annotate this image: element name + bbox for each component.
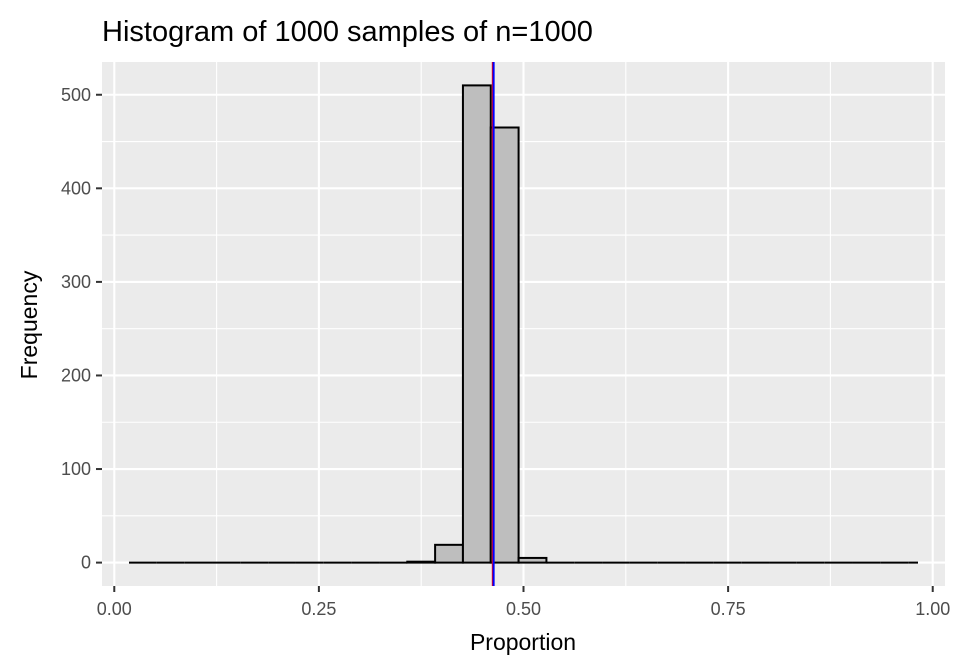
histogram-bar <box>489 126 520 564</box>
x-tick-label: 0.25 <box>301 599 336 619</box>
histogram-bars <box>129 84 918 564</box>
histogram-bar <box>517 556 548 564</box>
y-tick-label: 0 <box>81 553 91 573</box>
y-tick-label: 300 <box>61 272 91 292</box>
y-tick-label: 500 <box>61 85 91 105</box>
y-tick-label: 100 <box>61 459 91 479</box>
reference-lines <box>491 62 495 586</box>
x-tick-label: 0.00 <box>97 599 132 619</box>
y-axis-title: Frequency <box>16 270 42 379</box>
y-axis-ticks: 0 100 200 300 400 500 <box>61 85 102 573</box>
histogram-bar <box>461 84 492 564</box>
x-tick-label: 0.75 <box>711 599 746 619</box>
y-tick-label: 400 <box>61 178 91 198</box>
x-axis-ticks: 0.00 0.25 0.50 0.75 1.00 <box>97 586 950 619</box>
chart-title: Histogram of 1000 samples of n=1000 <box>102 16 593 48</box>
x-tick-label: 0.50 <box>506 599 541 619</box>
y-tick-label: 200 <box>61 365 91 385</box>
histogram-bar <box>434 543 464 564</box>
histogram-bar <box>406 560 437 564</box>
x-tick-label: 1.00 <box>915 599 950 619</box>
x-axis-title: Proportion <box>470 629 576 655</box>
